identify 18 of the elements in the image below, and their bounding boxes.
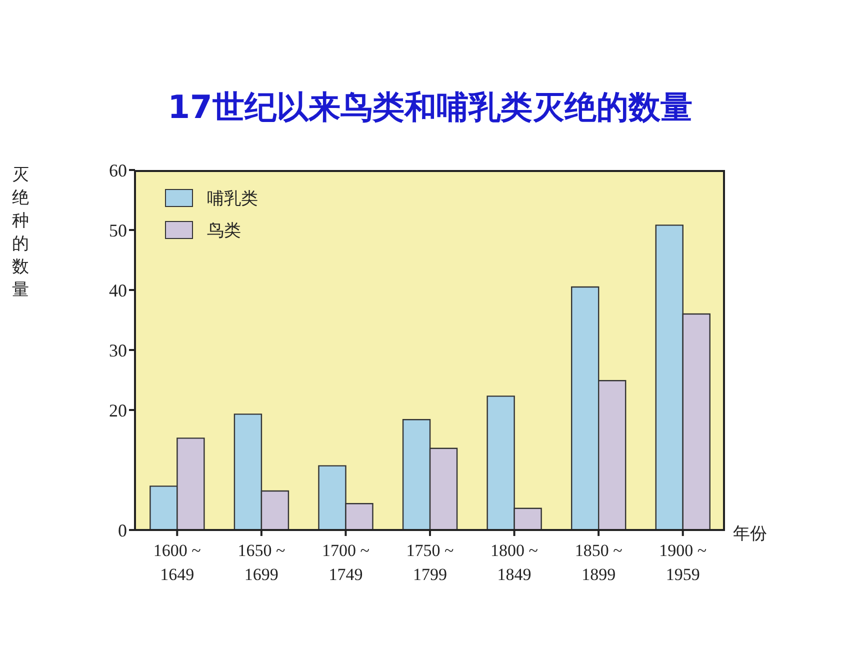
- y-tick-label: 30: [109, 340, 127, 360]
- y-axis-title: 灭绝种的数量: [12, 164, 30, 302]
- y-tick-label: 60: [109, 160, 127, 180]
- x-tick-label: 1650 ~ 1699: [238, 541, 286, 584]
- y-tick-label: 40: [109, 280, 127, 300]
- x-tick-label: 1750 ~ 1799: [406, 541, 454, 584]
- x-tick-label: 1600 ~ 1649: [153, 541, 201, 584]
- chart-title: 17世纪以来鸟类和哺乳类灭绝的数量: [166, 87, 694, 128]
- x-tick-label: 1900 ~ 1959: [659, 541, 707, 584]
- legend-label: 鸟类: [207, 220, 241, 242]
- x-tick-label: 1850 ~ 1899: [574, 541, 622, 584]
- x-tick-label: 1800 ~ 1849: [490, 541, 538, 584]
- x-axis-title: 年份: [733, 523, 767, 545]
- x-tick-label: 1700 ~ 1749: [322, 541, 370, 584]
- y-tick-label: 20: [109, 400, 127, 420]
- y-tick-label: 50: [109, 220, 127, 240]
- y-tick-label: 0: [118, 520, 127, 540]
- legend-label: 哺乳类: [207, 188, 258, 210]
